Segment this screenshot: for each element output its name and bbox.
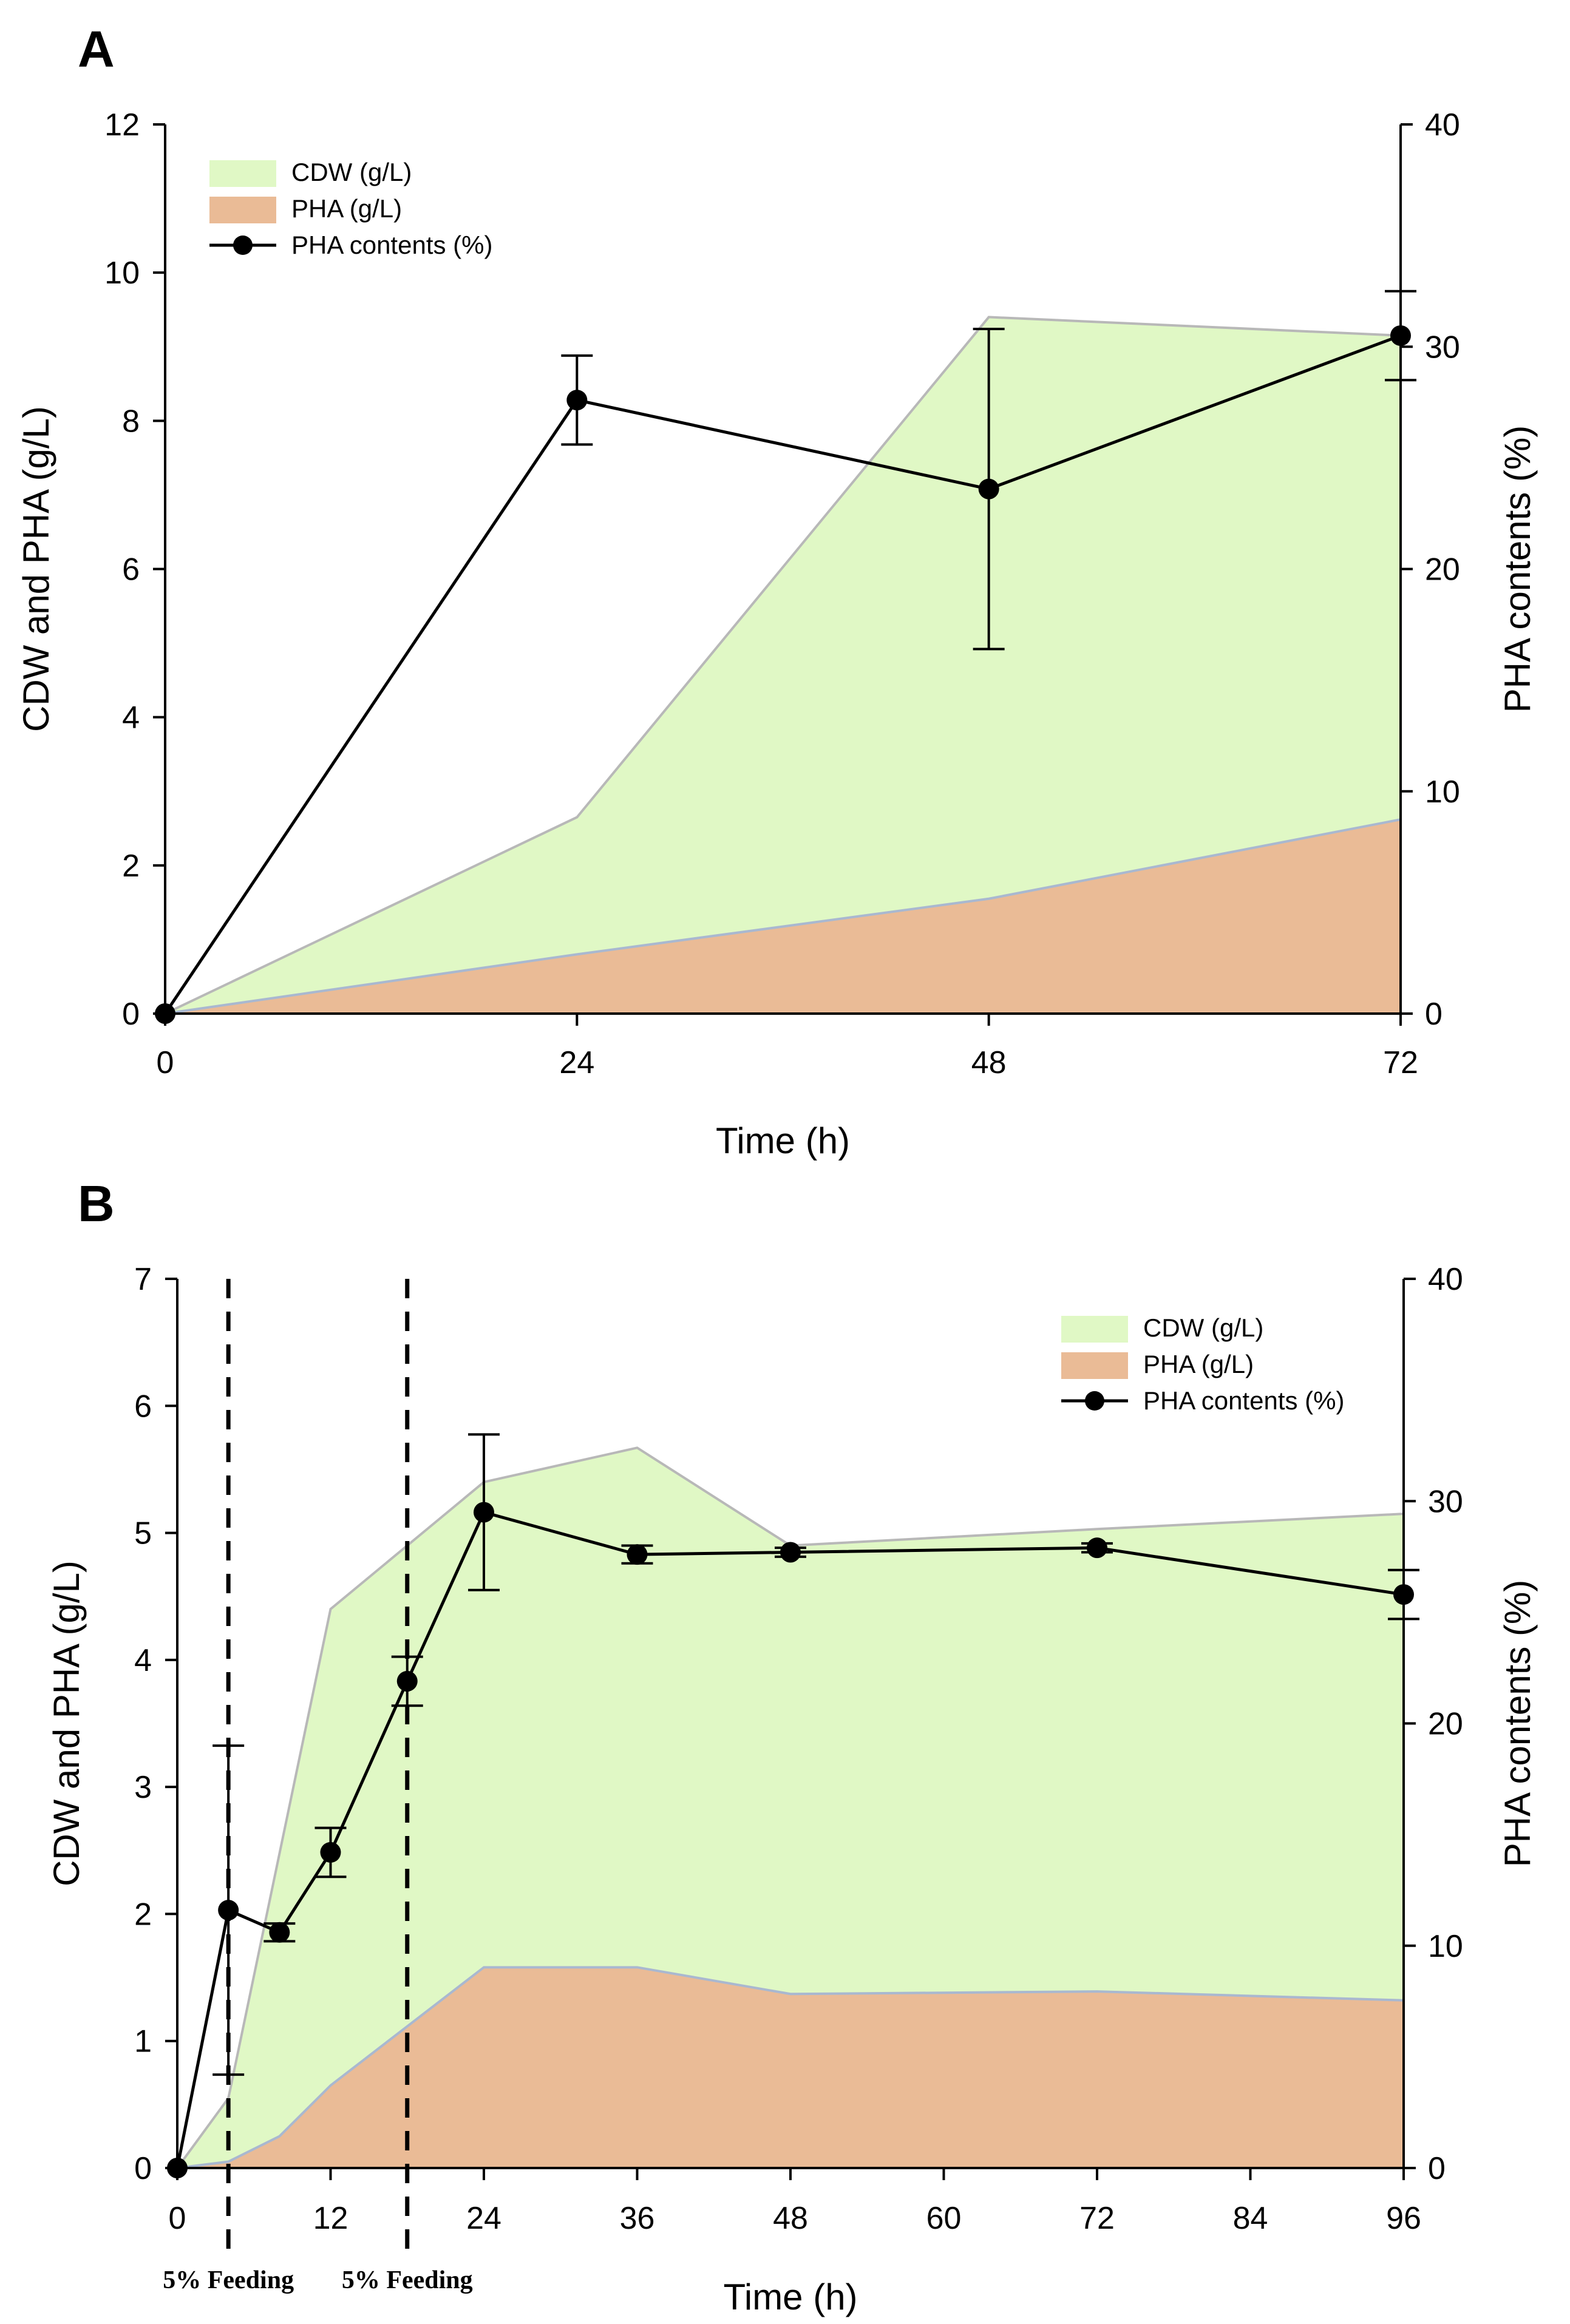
pha-contents-point (269, 1922, 290, 1943)
y2-tick-label: 30 (1428, 1484, 1463, 1519)
y2-tick-label: 40 (1425, 107, 1460, 143)
x-tick-label: 24 (559, 1045, 594, 1080)
y2-tick-label: 0 (1425, 997, 1443, 1032)
pha-contents-point (155, 1003, 175, 1024)
pha-area (165, 819, 1401, 1014)
feeding-label: 5% Feeding (163, 2266, 294, 2294)
chart-panel-a: A 0 24 48 72 0 2 4 6 8 10 12 0 10 20 30 40 Time (h) CDW an… (0, 0, 1570, 1161)
pha-contents-line (175, 1510, 1404, 2169)
pha-contents-point (1393, 1584, 1414, 1605)
chart-b-svg: B0 12 24 36 48 60 72 84 9601234567010203040Time … (46, 1175, 1538, 2317)
y2-axis-title: PHA contents (%) (1497, 425, 1538, 713)
x-tick-label: 60 (926, 2201, 962, 2236)
y2-tick-label: 10 (1425, 774, 1460, 810)
pha-contents-point (320, 1841, 341, 1863)
x-tick-label: 36 (620, 2201, 655, 2236)
y-axis-title: CDW and PHA (g/L) (46, 1560, 87, 1886)
x-tick-label: 72 (1079, 2201, 1115, 2236)
cdw-area (165, 317, 1401, 1014)
y-axis-title: CDW and PHA (g/L) (16, 406, 56, 732)
legend-swatch-pha (1061, 1352, 1128, 1379)
x-tick-label: 84 (1233, 2201, 1268, 2236)
y-tick-label: 2 (134, 1897, 152, 1932)
feeding-label: 5% Feeding (342, 2266, 473, 2294)
legend-label-pha: PHA (g/L) (291, 194, 402, 223)
pha-area (177, 1967, 1404, 2168)
y2-tick-label: 40 (1428, 1262, 1463, 1297)
legend-swatch-marker (233, 235, 253, 255)
y-tick-label: 0 (122, 997, 140, 1032)
legend-label-pha: PHA (g/L) (1143, 1350, 1254, 1378)
x-tick-label: 0 (157, 1045, 174, 1080)
x-axis-title: Time (h) (716, 1120, 850, 1160)
x-tick-label: 24 (466, 2201, 501, 2236)
y-tick-label: 3 (134, 1770, 152, 1805)
pha-area-edge (165, 818, 1401, 1015)
x-tick-label: 12 (313, 2201, 348, 2236)
y-tick-label: 1 (134, 2024, 152, 2059)
pha-contents-point (627, 1544, 648, 1565)
x-tick-label: 48 (971, 1045, 1007, 1080)
y2-axis-title: PHA contents (%) (1497, 1580, 1538, 1868)
y-tick-label: 12 (104, 107, 140, 143)
y-tick-label: 0 (134, 2151, 152, 2186)
legend-swatch-marker (1085, 1391, 1104, 1411)
y2-tick-label: 30 (1425, 330, 1460, 365)
pha-contents-point (978, 478, 999, 500)
x-tick-label: 0 (169, 2201, 186, 2236)
chart-panel-b: B 0 12 24 36 48 60 72 84 96 0 1 2 3 4 5 6 7 0 10 20 30 40 Time … (0, 1160, 1570, 2321)
y-tick-label: 7 (134, 1262, 152, 1297)
cdw-area-edge (176, 1446, 1404, 2169)
pha-contents-point (218, 1900, 239, 1921)
x-axis-title: Time (h) (723, 2277, 857, 2317)
y-tick-label: 4 (122, 700, 140, 736)
x-tick-label: 72 (1383, 1045, 1418, 1080)
y-tick-label: 6 (122, 552, 140, 588)
legend-label-cdw: CDW (g/L) (1143, 1313, 1263, 1342)
y2-tick-label: 10 (1428, 1929, 1463, 1964)
y-tick-label: 8 (122, 404, 140, 439)
legend-label-cdw: CDW (g/L) (291, 158, 412, 186)
x-tick-label: 96 (1386, 2201, 1421, 2236)
pha-contents-point (474, 1502, 494, 1523)
legend-label-pha-contents: PHA contents (%) (1143, 1386, 1344, 1415)
x-tick-label: 48 (773, 2201, 808, 2236)
legend-swatch-cdw (1061, 1316, 1128, 1343)
y2-tick-label: 20 (1428, 1707, 1463, 1742)
pha-contents-line (163, 334, 1401, 1015)
y-tick-label: 5 (134, 1516, 152, 1551)
legend-swatch-cdw (209, 160, 276, 187)
pha-contents-point (566, 390, 588, 411)
pha-area-edge (177, 1966, 1404, 2169)
pha-contents-point (396, 1670, 418, 1692)
y-tick-label: 10 (104, 256, 140, 291)
panel-letter: A (78, 21, 115, 78)
pha-contents-point (1087, 1537, 1107, 1559)
legend-swatch-pha (209, 197, 276, 223)
pha-contents-point (167, 2158, 188, 2178)
panel-letter: B (78, 1175, 115, 1232)
y2-tick-label: 20 (1425, 552, 1460, 588)
pha-contents-point (1390, 325, 1411, 346)
y-tick-label: 4 (134, 1643, 152, 1678)
y-tick-label: 6 (134, 1389, 152, 1424)
y2-tick-label: 0 (1428, 2151, 1446, 2186)
cdw-area-edge (165, 316, 1401, 1015)
pha-contents-point (780, 1542, 801, 1563)
y-tick-label: 2 (122, 849, 140, 884)
legend-label-pha-contents: PHA contents (%) (291, 231, 492, 259)
